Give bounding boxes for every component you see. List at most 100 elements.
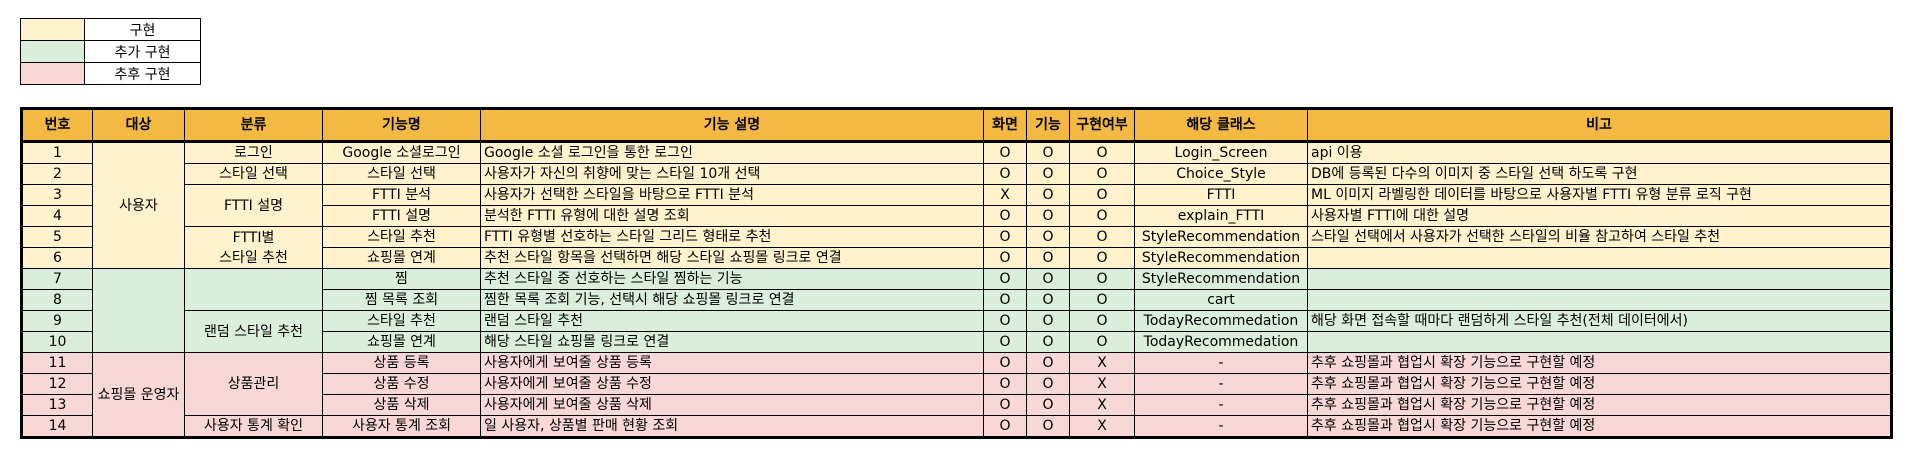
cell-no: 7 <box>21 268 93 290</box>
cell-no: 11 <box>21 352 93 374</box>
cell-screen: O <box>983 394 1027 416</box>
cell-feature-name: 쇼핑몰 연계 <box>322 247 481 269</box>
cell-screen: X <box>983 184 1027 206</box>
cell-screen: O <box>983 268 1027 290</box>
cell-note: 스타일 선택에서 사용자가 선택한 스타일의 비율 참고하여 스타일 추천 <box>1307 226 1892 248</box>
cell-no: 3 <box>21 184 93 206</box>
cell-class: - <box>1134 394 1308 416</box>
cell-implemented: O <box>1069 226 1135 248</box>
header-class: 해당 클래스 <box>1134 108 1308 143</box>
cell-function: O <box>1026 205 1070 227</box>
cell-class: Choice_Style <box>1134 163 1308 185</box>
cell-feature-desc: 사용자가 자신의 취향에 맞는 스타일 10개 선택 <box>480 163 984 185</box>
header-row: 번호 대상 분류 기능명 기능 설명 화면 기능 구현여부 해당 클래스 비고 <box>21 108 1892 143</box>
table-row: 2 스타일 선택 스타일 선택 사용자가 자신의 취향에 맞는 스타일 10개 … <box>21 163 1892 185</box>
table-row: 9 랜덤 스타일 추천 스타일 추천 랜덤 스타일 추천 O O O Today… <box>21 310 1892 353</box>
cell-no: 1 <box>21 141 93 164</box>
cell-feature-name: 상품 등록 <box>322 352 481 374</box>
cell-feature-desc: 일 사용자, 상품별 판매 현황 조회 <box>480 415 984 438</box>
cell-feature-name: 스타일 추천 <box>322 310 481 332</box>
cell-screen: O <box>983 331 1027 353</box>
cell-note <box>1307 268 1892 290</box>
cell-function: O <box>1026 247 1070 269</box>
cell-class: StyleRecommendation <box>1134 268 1308 290</box>
category-line: 스타일 추천 <box>219 249 288 266</box>
cell-feature-name: Google 소셜로그인 <box>322 141 481 164</box>
cell-implemented: O <box>1069 163 1135 185</box>
legend-row: 구현 <box>20 18 201 41</box>
cell-class: TodayRecommedation <box>1134 310 1308 332</box>
cell-no: 10 <box>21 331 93 353</box>
cell-feature-name: 찜 <box>322 268 481 290</box>
table-row: 10 쇼핑몰 연계 해당 스타일 쇼핑몰 링크로 연결 O O O TodayR… <box>21 331 1892 353</box>
cell-category-login: 로그인 <box>184 141 323 164</box>
legend-row: 추후 구현 <box>20 62 201 85</box>
table-row: 13 상품 삭제 사용자에게 보여줄 상품 삭제 O O X - 추후 쇼핑몰과… <box>21 394 1892 416</box>
table-row: 5 FTTI별 스타일 추천 스타일 추천 FTTI 유형별 선호하는 스타일 … <box>21 226 1892 269</box>
legend-swatch-future <box>20 62 85 85</box>
cell-implemented: O <box>1069 184 1135 206</box>
legend-label-additional: 추가 구현 <box>84 40 201 63</box>
cell-note: 사용자별 FTTI에 대한 설명 <box>1307 205 1892 227</box>
cell-target-mall-operator: 쇼핑몰 운영자 <box>92 352 185 438</box>
cell-function: O <box>1026 268 1070 290</box>
cell-category-user-stats: 사용자 통계 확인 <box>184 415 323 438</box>
cell-note: 추후 쇼핑몰과 협업시 확장 기능으로 구현할 예정 <box>1307 394 1892 416</box>
cell-function: O <box>1026 331 1070 353</box>
cell-note: api 이용 <box>1307 141 1892 164</box>
cell-screen: O <box>983 226 1027 248</box>
cell-feature-desc: Google 소셜 로그인을 통한 로그인 <box>480 141 984 164</box>
cell-no: 8 <box>21 289 93 311</box>
header-feature-desc: 기능 설명 <box>480 108 984 143</box>
cell-implemented: X <box>1069 415 1135 438</box>
cell-feature-desc: 해당 스타일 쇼핑몰 링크로 연결 <box>480 331 984 353</box>
table-row: 7 찜 추천 스타일 중 선호하는 스타일 찜하는 기능 O O O Style… <box>21 268 1892 353</box>
cell-screen: O <box>983 415 1027 438</box>
cell-class: TodayRecommedation <box>1134 331 1308 353</box>
legend-swatch-implemented <box>20 18 85 41</box>
legend-swatch-additional <box>20 40 85 63</box>
cell-feature-desc: FTTI 유형별 선호하는 스타일 그리드 형태로 추천 <box>480 226 984 248</box>
cell-class: - <box>1134 373 1308 395</box>
cell-feature-name: FTTI 분석 <box>322 184 481 206</box>
cell-note: 해당 화면 접속할 때마다 랜덤하게 스타일 추천(전체 데이터에서) <box>1307 310 1892 332</box>
cell-target-user: 사용자 <box>92 141 185 269</box>
cell-class: StyleRecommendation <box>1134 247 1308 269</box>
cell-class: explain_FTTI <box>1134 205 1308 227</box>
cell-function: O <box>1026 373 1070 395</box>
table-row: 14 사용자 통계 확인 사용자 통계 조회 일 사용자, 상품별 판매 현황 … <box>21 415 1892 438</box>
header-target: 대상 <box>92 108 185 143</box>
cell-category-ftti-reco: FTTI별 스타일 추천 <box>184 226 323 269</box>
header-feature-name: 기능명 <box>322 108 481 143</box>
cell-screen: O <box>983 141 1027 164</box>
table-row: 6 쇼핑몰 연계 추천 스타일 항목을 선택하면 해당 스타일 쇼핑몰 링크로 … <box>21 247 1892 269</box>
cell-feature-name: 상품 수정 <box>322 373 481 395</box>
cell-function: O <box>1026 352 1070 374</box>
cell-screen: O <box>983 310 1027 332</box>
cell-feature-desc: 사용자가 선택한 스타일을 바탕으로 FTTI 분석 <box>480 184 984 206</box>
cell-feature-desc: 사용자에게 보여줄 상품 삭제 <box>480 394 984 416</box>
cell-note: ML 이미지 라벨링한 데이터를 바탕으로 사용자별 FTTI 유형 분류 로직… <box>1307 184 1892 206</box>
cell-screen: O <box>983 352 1027 374</box>
cell-screen: O <box>983 163 1027 185</box>
table-row: 4 FTTI 설명 분석한 FTTI 유형에 대한 설명 조회 O O O ex… <box>21 205 1892 227</box>
header-category: 분류 <box>184 108 323 143</box>
cell-screen: O <box>983 247 1027 269</box>
legend-label-implemented: 구현 <box>84 18 201 41</box>
cell-no: 4 <box>21 205 93 227</box>
legend-label-future: 추후 구현 <box>84 62 201 85</box>
header-no: 번호 <box>21 108 93 143</box>
category-line: FTTI별 <box>232 229 275 246</box>
cell-function: O <box>1026 141 1070 164</box>
cell-screen: O <box>983 289 1027 311</box>
cell-feature-desc: 사용자에게 보여줄 상품 수정 <box>480 373 984 395</box>
cell-feature-desc: 분석한 FTTI 유형에 대한 설명 조회 <box>480 205 984 227</box>
cell-function: O <box>1026 163 1070 185</box>
cell-category-ftti-desc: FTTI 설명 <box>184 184 323 227</box>
cell-feature-name: 스타일 선택 <box>322 163 481 185</box>
cell-class: StyleRecommendation <box>1134 226 1308 248</box>
cell-implemented: O <box>1069 141 1135 164</box>
cell-function: O <box>1026 184 1070 206</box>
cell-no: 5 <box>21 226 93 248</box>
cell-feature-name: 사용자 통계 조회 <box>322 415 481 438</box>
